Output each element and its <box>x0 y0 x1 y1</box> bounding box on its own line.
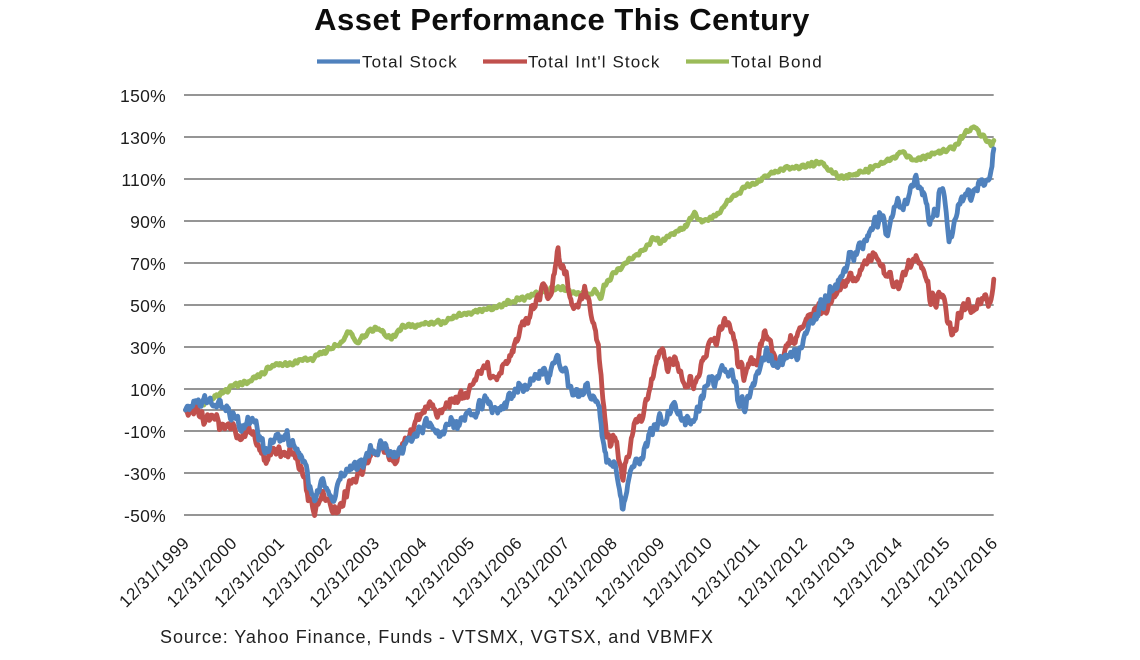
svg-text:Total Int'l Stock: Total Int'l Stock <box>528 53 661 72</box>
svg-text:10%: 10% <box>130 380 166 400</box>
svg-text:-30%: -30% <box>124 464 166 484</box>
svg-text:Asset Performance This Century: Asset Performance This Century <box>314 2 810 37</box>
svg-text:90%: 90% <box>130 212 166 232</box>
svg-text:Total Bond: Total Bond <box>731 53 823 72</box>
svg-text:130%: 130% <box>120 128 166 148</box>
svg-text:50%: 50% <box>130 296 166 316</box>
svg-text:70%: 70% <box>130 254 166 274</box>
svg-text:Source: Yahoo Finance, Funds -: Source: Yahoo Finance, Funds - VTSMX, VG… <box>160 627 714 647</box>
svg-text:30%: 30% <box>130 338 166 358</box>
svg-text:-50%: -50% <box>124 506 166 526</box>
svg-text:Total Stock: Total Stock <box>362 53 458 72</box>
svg-text:150%: 150% <box>120 86 166 106</box>
svg-text:-10%: -10% <box>124 422 166 442</box>
svg-text:110%: 110% <box>121 170 166 190</box>
